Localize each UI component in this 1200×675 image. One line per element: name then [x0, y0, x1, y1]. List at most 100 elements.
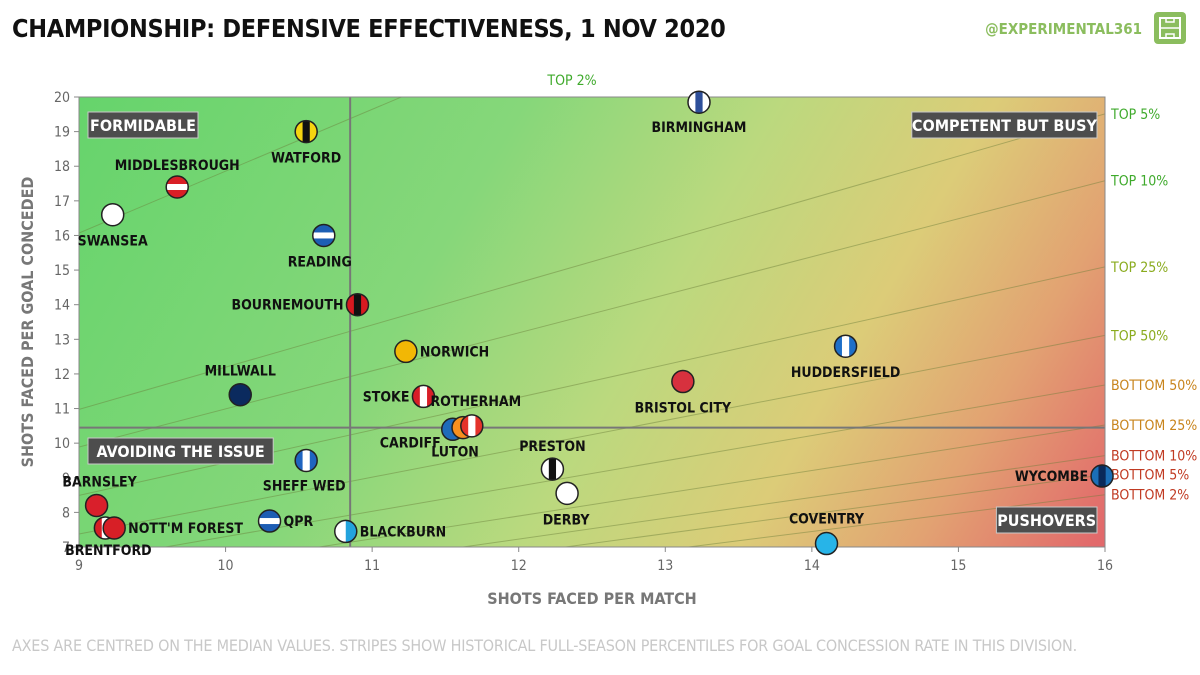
- footnote: AXES ARE CENTRED ON THE MEDIAN VALUES. S…: [12, 636, 1077, 655]
- quadrant-label-box: [87, 437, 274, 465]
- y-tick-label: 19: [54, 125, 70, 141]
- y-tick-label: 17: [54, 194, 70, 210]
- marker-stripe: [468, 414, 476, 437]
- team-marker: [671, 370, 694, 393]
- percentile-label: BOTTOM 25%: [1111, 418, 1197, 434]
- team-label: BIRMINGHAM: [652, 120, 747, 136]
- team-point[interactable]: BLACKBURN: [334, 519, 446, 544]
- x-tick-label: 10: [218, 558, 234, 574]
- marker-outline: [165, 175, 189, 199]
- team-point[interactable]: BARNSLEY: [62, 474, 138, 518]
- marker-outline: [345, 292, 370, 317]
- team-marker: [103, 516, 126, 539]
- team-point[interactable]: WYCOMBE: [1015, 464, 1114, 488]
- y-axis-label: SHOTS FACED PER GOAL CONCEDED: [18, 177, 37, 468]
- quadrant-label-box: [87, 111, 199, 139]
- marker-outline: [102, 516, 126, 540]
- team-point[interactable]: STOKE: [363, 384, 436, 409]
- percentile-line: [459, 455, 1105, 547]
- marker-stripe: [258, 518, 281, 525]
- percentile-line: [79, 334, 1105, 535]
- team-label: ROTHERHAM: [430, 394, 521, 410]
- marker-outline: [687, 90, 711, 114]
- marker-outline: [833, 334, 858, 358]
- percentile-line: [316, 424, 1105, 547]
- quadrant-label-text: PUSHOVERS: [997, 511, 1096, 530]
- marker-outline: [814, 531, 839, 556]
- team-point[interactable]: ROTHERHAM: [430, 394, 521, 438]
- percentile-line: [79, 113, 1105, 410]
- pitch-logo-icon: [1154, 12, 1186, 44]
- team-label: NORWICH: [420, 344, 489, 360]
- marker-outline: [394, 339, 418, 364]
- marker-outline: [411, 384, 436, 409]
- percentile-label: TOP 25%: [1110, 260, 1168, 276]
- y-tick-label: 8: [62, 505, 70, 521]
- team-label: NOTT'M FOREST: [128, 521, 243, 537]
- team-point[interactable]: QPR: [257, 509, 314, 533]
- marker-outline: [460, 414, 484, 438]
- marker-stripe: [353, 293, 362, 316]
- y-tick-label: 15: [54, 263, 70, 279]
- marker-outline: [1090, 464, 1114, 488]
- marker-outline: [312, 223, 336, 248]
- team-label: LUTON: [431, 445, 479, 461]
- marker-outline: [100, 202, 125, 227]
- marker-stripe: [841, 335, 850, 358]
- team-point[interactable]: BIRMINGHAM: [652, 90, 747, 136]
- team-point[interactable]: NORWICH: [394, 339, 489, 364]
- team-label: BRISTOL CITY: [635, 401, 732, 417]
- team-point[interactable]: MILLWALL: [205, 364, 276, 407]
- team-point[interactable]: DERBY: [543, 481, 591, 528]
- marker-stripe: [345, 520, 357, 543]
- marker-outline: [555, 481, 579, 506]
- percentile-label: BOTTOM 10%: [1111, 449, 1197, 465]
- team-label: BOURNEMOUTH: [232, 298, 344, 314]
- team-point[interactable]: BOURNEMOUTH: [232, 292, 370, 317]
- team-point[interactable]: SHEFF WED: [263, 448, 346, 494]
- percentile-line: [162, 384, 1105, 547]
- team-marker: [394, 340, 417, 363]
- team-label: PRESTON: [519, 439, 585, 455]
- author-handle[interactable]: @EXPERIMENTAL361: [985, 20, 1142, 38]
- quadrant-label: PUSHOVERS: [995, 506, 1098, 534]
- x-tick-label: 16: [1097, 558, 1113, 574]
- percentile-label: TOP 50%: [1110, 328, 1168, 344]
- percentile-line: [79, 97, 403, 234]
- percentile-label: TOP 5%: [1110, 107, 1160, 123]
- y-tick-label: 7: [62, 540, 70, 556]
- team-point[interactable]: BRISTOL CITY: [635, 369, 732, 417]
- marker-stripe: [548, 458, 557, 481]
- team-label: WATFORD: [271, 151, 341, 167]
- y-tick-label: 20: [54, 90, 70, 106]
- marker-outline: [228, 382, 252, 407]
- marker-outline: [84, 493, 109, 518]
- team-point[interactable]: READING: [288, 223, 352, 270]
- chart-title: CHAMPIONSHIP: DEFENSIVE EFFECTIVENESS, 1…: [12, 14, 726, 43]
- team-point[interactable]: COVENTRY: [789, 512, 865, 556]
- team-point[interactable]: PRESTON: [519, 439, 586, 481]
- plot-frame: [78, 96, 1106, 548]
- marker-stripe: [166, 184, 189, 190]
- team-point[interactable]: SWANSEA: [78, 202, 148, 250]
- percentile-label: BOTTOM 50%: [1111, 378, 1197, 394]
- team-point[interactable]: MIDDLESBROUGH: [115, 158, 240, 199]
- team-label: MIDDLESBROUGH: [115, 158, 240, 174]
- y-tick-label: 16: [54, 228, 70, 244]
- marker-stripe: [419, 385, 428, 408]
- y-tick-label: 10: [54, 436, 70, 452]
- team-point[interactable]: WATFORD: [271, 119, 341, 167]
- team-marker: [556, 482, 579, 505]
- team-point[interactable]: NOTT'M FOREST: [102, 516, 243, 540]
- marker-outline: [257, 509, 282, 533]
- x-tick-label: 12: [511, 558, 527, 574]
- marker-outline: [540, 457, 565, 481]
- team-label: MILLWALL: [205, 364, 276, 380]
- team-marker: [815, 532, 838, 555]
- team-label: BLACKBURN: [360, 524, 446, 540]
- x-tick-label: 11: [364, 558, 380, 574]
- team-point[interactable]: HUDDERSFIELD: [791, 334, 900, 381]
- marker-stripe: [302, 449, 310, 472]
- quadrant-label-text: COMPETENT BUT BUSY: [912, 116, 1098, 135]
